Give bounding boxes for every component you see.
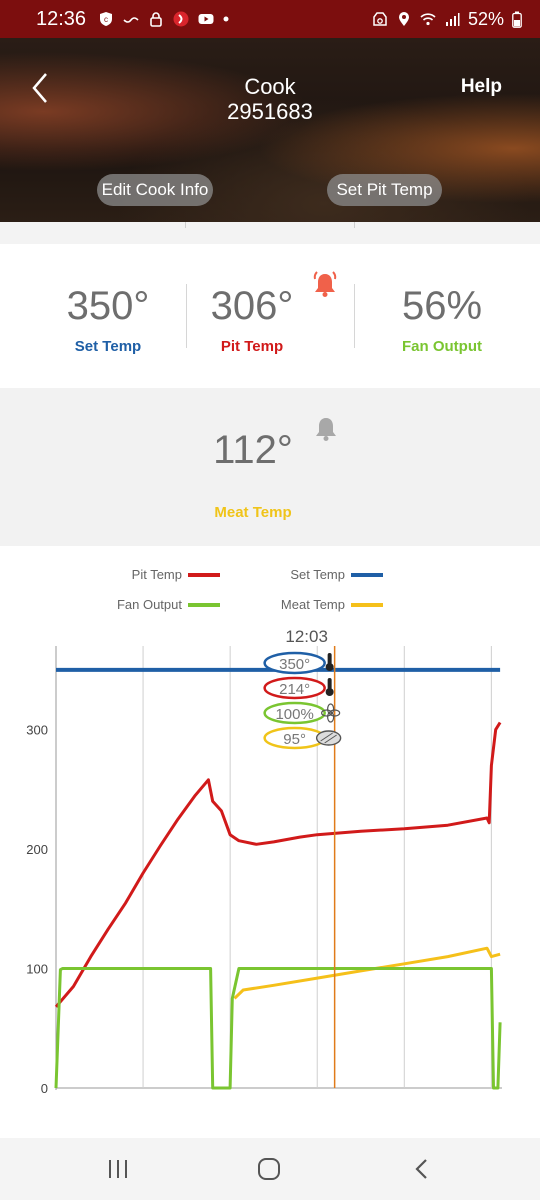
title-text: Cook [244, 74, 296, 99]
steak-icon [320, 732, 333, 742]
legend-label: Meat Temp [281, 597, 345, 612]
fan-output-label: Fan Output [402, 338, 482, 355]
legend-swatch [351, 573, 383, 577]
y-tick-label: 100 [26, 962, 48, 977]
status-icons-right: 52% [372, 9, 522, 30]
meat-temp-label: Meat Temp [214, 504, 292, 521]
cook-id: 2951683 [227, 99, 313, 124]
fan-blade [329, 709, 341, 717]
steak-icon [324, 734, 337, 744]
series-line-fan-output [54, 967, 502, 1090]
status-icons-left: c [98, 11, 229, 27]
fan-icon [321, 703, 341, 723]
readout-value: 350° [279, 656, 310, 673]
fan-blade [327, 703, 335, 715]
series-line-meat-temp [233, 946, 501, 1000]
readout-value: 100% [275, 706, 313, 723]
readout-bubble [263, 651, 326, 675]
chart-canvas[interactable]: Pit Temp Set Temp Fan Output Meat Temp 0 100 2… [0, 546, 540, 1138]
back-icon[interactable] [26, 70, 54, 106]
y-tick-label: 200 [26, 842, 48, 857]
fan-blade [321, 709, 333, 717]
pit-temp-card[interactable]: 306° Pit Temp [177, 284, 327, 355]
status-time: 12:36 [36, 7, 87, 30]
help-button[interactable]: Help [460, 76, 502, 97]
legend-label: Fan Output [117, 597, 182, 612]
legend-label: Set Temp [290, 567, 345, 582]
dot-icon [223, 16, 229, 22]
y-tick-label: 300 [26, 723, 48, 738]
set-temp-label: Set Temp [74, 338, 142, 355]
thermometer-icon [325, 688, 334, 696]
pit-temp-label: Pit Temp [220, 338, 284, 355]
app-icon [173, 11, 189, 27]
page-title: Cook 2951683 [0, 74, 540, 124]
bell-alarm-icon[interactable] [310, 270, 340, 300]
lock-icon [150, 12, 162, 27]
set-temp-value: 350° [66, 284, 150, 328]
readout-bubble [263, 701, 326, 725]
set-temp-card[interactable]: 350° Set Temp [33, 284, 183, 355]
set-pit-temp-button[interactable]: Set Pit Temp [327, 174, 442, 206]
divider-strip [0, 222, 540, 244]
youtube-icon [198, 14, 214, 24]
thermometer-icon [327, 653, 332, 665]
steak-icon [315, 730, 342, 746]
bell-icon[interactable] [312, 414, 340, 444]
meat-temp-value: 112° [213, 428, 293, 472]
meat-temp-card[interactable]: 112° Meat Temp [0, 388, 540, 546]
thermometer-icon [325, 663, 334, 671]
shield-icon: c [100, 12, 113, 26]
location-icon [398, 12, 409, 26]
battery-percent: 52% [467, 8, 504, 29]
legend-swatch [188, 573, 220, 577]
column-divider [186, 284, 187, 348]
home-icon[interactable] [257, 1157, 281, 1181]
readout-value: 95° [283, 731, 306, 748]
cook-header: Cook 2951683 Help Edit Cook Info Set Pit… [0, 38, 540, 222]
temperature-chart[interactable]: Pit Temp Set Temp Fan Output Meat Temp 0 100 2… [0, 546, 540, 1138]
legend-swatch [351, 603, 383, 607]
readout-value: 214° [279, 681, 310, 698]
legend-swatch [188, 603, 220, 607]
column-divider [354, 284, 355, 348]
cursor-time-label: 12:03 [285, 627, 328, 646]
legend-label: Pit Temp [132, 567, 182, 582]
temperature-row: 350° Set Temp 306° Pit Temp 56% Fan Outp… [0, 244, 540, 388]
pit-temp-value: 306° [210, 284, 294, 328]
wifi-icon [420, 13, 436, 26]
squiggle-icon [123, 17, 139, 23]
recycle-icon [373, 12, 387, 26]
status-bar: 12:36 c 52% [0, 0, 540, 38]
signal-icon [445, 13, 460, 26]
fan-output-card[interactable]: 56% Fan Output [367, 284, 517, 355]
series-line-pit-temp [54, 721, 502, 1008]
svg-text:c: c [104, 15, 108, 24]
readout-bubble [263, 676, 326, 700]
fan-output-value: 56% [401, 284, 483, 328]
edit-cook-info-button[interactable]: Edit Cook Info [97, 174, 213, 206]
system-nav-bar [0, 1138, 540, 1200]
fan-blade [327, 711, 335, 723]
y-tick-label: 0 [41, 1081, 48, 1096]
back-nav-icon[interactable] [410, 1157, 432, 1181]
battery-icon [512, 11, 522, 28]
recent-apps-icon[interactable] [106, 1158, 130, 1180]
thermometer-icon [327, 678, 332, 690]
